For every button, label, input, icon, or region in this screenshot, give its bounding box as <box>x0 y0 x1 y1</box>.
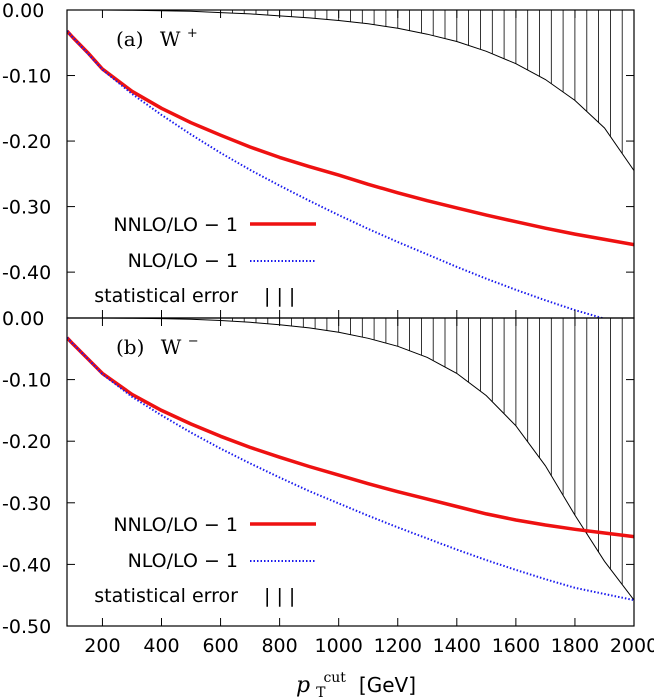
x-tick-label: 1200 <box>374 635 422 657</box>
panel-a-y-tick-label: -0.40 <box>2 262 51 284</box>
panel-a-error-band-edge <box>67 10 634 171</box>
panel-b-label-id: (b) <box>116 335 144 359</box>
x-tick-label: 1400 <box>433 635 481 657</box>
panel-b-y-tick-label: -0.30 <box>2 493 51 515</box>
panel-a-charge: + <box>187 26 198 41</box>
panel-a: 0.00 -0.10 -0.20 -0.30 -0.40 (a) W + NNLO/LO… <box>2 0 635 319</box>
panel-a-legend-error: statistical error <box>94 285 238 307</box>
panel-b-y-tick-label: -0.20 <box>2 431 51 453</box>
panel-b-y-tick-label: 0.00 <box>2 308 44 330</box>
x-axis-label: p T cut [GeV] <box>296 663 416 700</box>
x-tick-label: 2000 <box>610 635 654 657</box>
x-tick-label: 1800 <box>551 635 599 657</box>
panel-a-legend-nnlo: NNLO/LO − 1 <box>113 214 238 236</box>
panel-a-label-id: (a) <box>116 27 144 51</box>
panel-a-error-band <box>67 10 634 171</box>
panel-b-legend: NNLO/LO − 1 NLO/LO − 1 statistical error… <box>94 514 316 607</box>
panel-b-charge: − <box>188 334 199 349</box>
panel-a-series-nnlo <box>67 29 634 247</box>
x-tick-label: 200 <box>84 635 120 657</box>
x-axis-label-unit: [GeV] <box>359 673 416 697</box>
panel-a-y-tick-label: -0.30 <box>2 197 51 219</box>
panel-b-boson: W <box>161 335 182 359</box>
panel-a-legend-nlo: NLO/LO − 1 <box>128 250 238 272</box>
panel-b-y-ticks: 0.00 -0.10 -0.20 -0.30 -0.40 -0.50 <box>2 308 635 638</box>
panel-b-y-tick-label: -0.50 <box>2 616 51 638</box>
panel-b-legend-error: statistical error <box>94 585 238 607</box>
x-ticks: 200 400 600 800 1000 1200 1400 1600 1800 2000 <box>84 635 654 657</box>
x-tick-label: 600 <box>202 635 238 657</box>
panel-b-label: (b) W − <box>116 334 199 359</box>
panel-b-y-tick-label: -0.40 <box>2 554 51 576</box>
panel-a-y-tick-label: -0.10 <box>2 66 51 88</box>
x-tick-label: 800 <box>261 635 297 657</box>
panel-b-legend-error-swatch: | | | <box>264 585 295 607</box>
panel-a-legend-error-swatch: | | | <box>264 285 295 307</box>
panel-b-series-nnlo <box>67 336 634 539</box>
x-axis-label-symbol: p <box>296 673 310 698</box>
panel-b-y-tick-label: -0.10 <box>2 370 51 392</box>
panel-a-series <box>67 29 634 318</box>
panel-b-legend-nnlo: NNLO/LO − 1 <box>113 514 238 536</box>
x-tick-label: 1600 <box>492 635 540 657</box>
panel-a-y-tick-label: 0.00 <box>2 0 44 22</box>
x-axis-label-sub: T <box>316 685 326 700</box>
panel-a-boson: W <box>160 27 181 51</box>
panel-b-frame <box>66 317 635 627</box>
panel-b: 0.00 -0.10 -0.20 -0.30 -0.40 -0.50 (b) W − NN… <box>2 308 635 638</box>
x-tick-label: 400 <box>143 635 179 657</box>
panel-b-series <box>67 336 634 602</box>
x-tick-label: 1000 <box>315 635 363 657</box>
panel-b-error-band <box>67 318 634 601</box>
panel-a-label: (a) W + <box>116 26 198 51</box>
panel-b-series-nlo <box>67 337 634 602</box>
x-axis-label-sup: cut <box>323 670 346 686</box>
panel-a-y-tick-label: -0.20 <box>2 131 51 153</box>
panel-a-legend: NNLO/LO − 1 NLO/LO − 1 statistical error… <box>94 214 316 307</box>
panel-b-legend-nlo: NLO/LO − 1 <box>128 550 238 572</box>
panel-a-y-ticks: 0.00 -0.10 -0.20 -0.30 -0.40 <box>2 0 635 318</box>
